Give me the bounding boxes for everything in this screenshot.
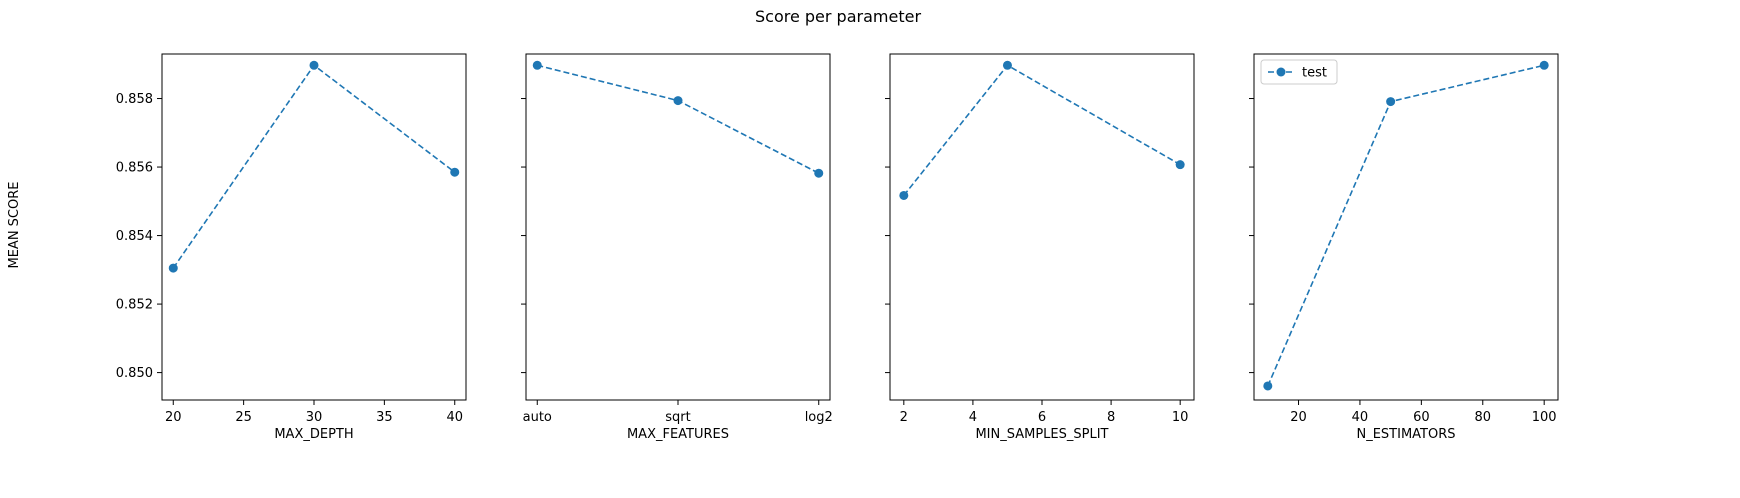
series-line [537, 64, 820, 174]
y-tick-label: 0.856 [116, 161, 153, 176]
x-tick-label: 35 [376, 410, 393, 425]
legend: test [1260, 59, 1338, 85]
x-tick-label: 4 [969, 410, 977, 425]
data-point [673, 96, 683, 106]
subplot-panels: 0.850 0.852 0.854 0.856 0.858 20 25 30 35 40 MAX_D… [116, 53, 1559, 442]
x-tick-label: 100 [1532, 410, 1557, 425]
data-point [899, 190, 909, 200]
data-point [1175, 160, 1185, 170]
x-axis-label: MAX_FEATURES [627, 427, 729, 442]
x-tick-label: 6 [1038, 410, 1046, 425]
data-point [309, 60, 319, 70]
data-point [814, 168, 824, 178]
plot-frame [889, 53, 1195, 401]
series-line [1267, 64, 1545, 387]
x-tick-label: 40 [1352, 410, 1369, 425]
x-axis-label: MAX_DEPTH [274, 427, 353, 442]
x-tick-label: sqrt [665, 410, 690, 425]
plot-frame [1253, 53, 1559, 401]
x-axis-label: N_ESTIMATORS [1356, 427, 1455, 442]
data-point [168, 263, 178, 273]
x-tick-label: log2 [805, 410, 833, 425]
y-tick-label: 0.850 [116, 366, 153, 381]
x-tick-label: 8 [1107, 410, 1115, 425]
subplot-3: 2 4 6 8 10 MIN_SAMPLES_SPLIT [885, 53, 1195, 442]
x-tick-label: 60 [1413, 410, 1430, 425]
legend-box [1260, 59, 1338, 85]
x-tick-label: 2 [900, 410, 908, 425]
x-tick-label: auto [523, 410, 552, 425]
x-axis-label: MIN_SAMPLES_SPLIT [975, 427, 1108, 442]
y-tick-label: 0.858 [116, 92, 153, 107]
subplot-4: 20 40 60 80 100 N_ESTIMATORS test [1249, 53, 1559, 442]
figure-title: Score per parameter [755, 7, 921, 26]
data-point [1539, 60, 1549, 70]
subplot-1: 0.850 0.852 0.854 0.856 0.858 20 25 30 35 40 MAX_D… [116, 53, 467, 442]
plot-frame [161, 53, 467, 401]
legend-marker [1276, 67, 1286, 77]
data-point [532, 60, 542, 70]
data-point [1386, 97, 1396, 107]
plot-frame [525, 53, 831, 401]
legend-label: test [1302, 66, 1327, 81]
series-line [903, 64, 1181, 196]
x-tick-label: 80 [1474, 410, 1491, 425]
x-tick-label: 40 [446, 410, 463, 425]
x-tick-label: 25 [235, 410, 252, 425]
data-point [1263, 381, 1273, 391]
y-tick-label: 0.854 [116, 229, 153, 244]
x-tick-label: 20 [1290, 410, 1307, 425]
y-tick-label: 0.852 [116, 298, 153, 313]
subplot-2: auto sqrt log2 MAX_FEATURES [521, 53, 833, 442]
y-axis-label: MEAN SCORE [7, 182, 22, 269]
x-tick-label: 30 [306, 410, 323, 425]
x-tick-label: 10 [1172, 410, 1189, 425]
data-point [450, 167, 460, 177]
x-tick-label: 20 [165, 410, 182, 425]
data-point [1002, 60, 1012, 70]
series-line [172, 64, 456, 269]
